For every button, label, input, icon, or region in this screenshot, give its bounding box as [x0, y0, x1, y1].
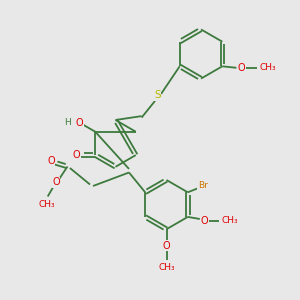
- Text: O: O: [200, 215, 208, 226]
- Text: O: O: [76, 118, 83, 128]
- Text: Br: Br: [198, 181, 208, 190]
- Text: S: S: [154, 90, 161, 100]
- Text: O: O: [47, 156, 55, 166]
- Text: CH₃: CH₃: [260, 63, 276, 72]
- Text: O: O: [163, 241, 170, 251]
- Text: O: O: [73, 150, 80, 160]
- Text: CH₃: CH₃: [158, 263, 175, 272]
- Text: H: H: [64, 118, 71, 127]
- Text: CH₃: CH₃: [222, 216, 238, 225]
- Text: O: O: [52, 177, 60, 187]
- Text: O: O: [237, 63, 245, 73]
- Text: CH₃: CH₃: [39, 200, 56, 209]
